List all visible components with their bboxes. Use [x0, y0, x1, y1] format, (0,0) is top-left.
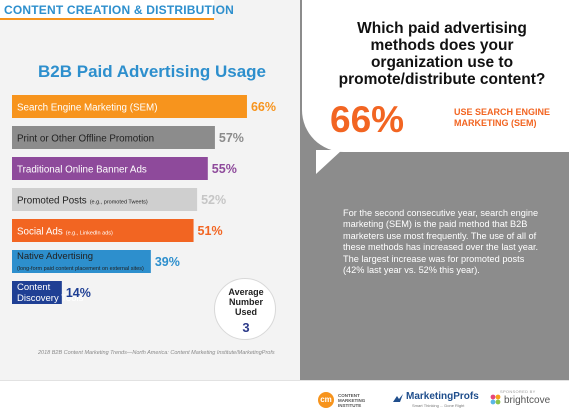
bar-value-1: 66% [251, 100, 276, 114]
question-bubble [302, 0, 569, 152]
average-value: 3 [242, 320, 250, 335]
section-banner: CONTENT CREATION & DISTRIBUTION [0, 0, 234, 20]
bar-value-4: 52% [201, 193, 226, 207]
bar-7 [12, 281, 62, 304]
bar-3 [12, 157, 208, 180]
bar-1 [12, 95, 247, 118]
bar-6 [12, 250, 151, 273]
bar-value-6: 39% [155, 255, 180, 269]
bar-value-3: 55% [212, 162, 237, 176]
bar-label-6: Native Advertising [17, 251, 93, 262]
bar-label-2: Print or Other Offline Promotion [17, 134, 154, 145]
question-bubble-tail [316, 150, 342, 174]
highlight-percent: 66% [330, 99, 405, 140]
marketingprofs-logo-text: MarketingProfs [406, 391, 479, 402]
bar-value-7: 14% [66, 286, 91, 300]
section-banner-label: CONTENT CREATION & DISTRIBUTION [4, 3, 234, 17]
bar-label-4: Promoted Posts (e.g., promoted Tweets) [17, 196, 148, 207]
brightcove-logo-text: brightcove [504, 395, 551, 406]
bar-5 [12, 219, 194, 242]
bar-value-5: 51% [198, 224, 223, 238]
cmi-logo-text: CONTENT MARKETING INSTITUTE [338, 393, 366, 408]
cmi-logo-icon: cm [318, 392, 334, 408]
sponsored-by-label: SPONSORED BY [500, 389, 536, 394]
bar-4 [12, 188, 198, 211]
footer-logos [0, 380, 569, 420]
bar-value-2: 57% [219, 131, 244, 145]
bar-2 [12, 126, 215, 149]
highlight-label: USE SEARCH ENGINE MARKETING (SEM) [454, 107, 551, 128]
source-footnote: 2018 B2B Content Marketing Trends—North … [38, 350, 275, 356]
summary-text: For the second consecutive year, search … [343, 208, 539, 276]
chart-title: B2B Paid Advertising Usage [38, 62, 266, 81]
bar-label-5: Social Ads (e.g., LinkedIn ads) [17, 227, 113, 238]
question-heading: Which paid advertising methods does your… [338, 20, 546, 88]
brightcove-logo-icon [490, 394, 501, 405]
bar-label-3: Traditional Online Banner Ads [17, 165, 147, 176]
bar-note-6: (long-form paid content placement on ext… [17, 266, 144, 272]
marketingprofs-tagline: Smart Thinking ... Done Right [412, 403, 465, 408]
bar-chart: Search Engine Marketing (SEM) 66% Print or… [12, 95, 276, 304]
average-label: Average Number Used [228, 287, 264, 317]
bar-label-1: Search Engine Marketing (SEM) [17, 103, 157, 114]
bar-label-7: Content [17, 282, 51, 293]
average-badge: Average Number Used 3 [214, 278, 276, 340]
bar-label-line2-7: Discovery Tools [17, 293, 84, 304]
marketingprofs-bird-icon [393, 394, 403, 402]
